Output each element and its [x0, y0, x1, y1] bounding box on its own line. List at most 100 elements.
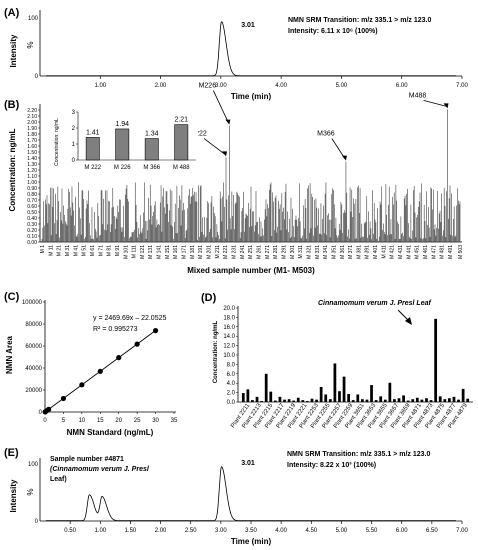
x-tick-label: M 311 [298, 245, 304, 259]
sample-bar [293, 226, 294, 242]
sample-bar [250, 186, 252, 242]
x-tick-label: M 161 [173, 245, 179, 259]
sample-bar [220, 198, 222, 242]
y-tick-label: 60000 [25, 344, 42, 350]
sample-bar [160, 185, 162, 242]
sample-bar [308, 185, 309, 242]
sample-bar [456, 205, 457, 242]
panel-e-transition: NMN SRM Transition: m/z 335.1 > m/z 123.… [287, 451, 430, 458]
sample-bar [408, 236, 410, 242]
y-tick-label: 100000 [22, 300, 43, 306]
sample-bar [271, 236, 273, 242]
sample-bar [292, 208, 293, 242]
sample-bar [119, 199, 121, 242]
plant-bar [443, 399, 447, 402]
sample-bar [73, 210, 74, 242]
panel-c-yticks: 0 20000 40000 60000 80000 100000 [22, 300, 45, 416]
sample-bar [405, 205, 407, 242]
x-tick-label: 0.50 [64, 528, 76, 534]
inset-data-label: 1.94 [115, 121, 129, 128]
sample-bar [327, 215, 328, 242]
plant-bar [374, 400, 378, 402]
sample-bar [45, 199, 46, 242]
sample-bar [99, 234, 101, 242]
sample-bar [45, 204, 47, 242]
sample-bar [211, 196, 213, 242]
sample-bar [70, 215, 72, 242]
sample-bar [267, 204, 268, 242]
sample-bar [453, 206, 455, 242]
sample-bar [180, 225, 182, 242]
sample-bar [239, 196, 240, 242]
sample-bar [379, 201, 381, 242]
x-tick-label: M 281 [273, 245, 279, 259]
plant-bar [438, 396, 442, 402]
sample-bar [235, 202, 237, 242]
sample-bar [233, 194, 234, 242]
sample-bar [112, 187, 114, 242]
panel-a-transition: NMN SRM Transition: m/z 335.1 > m/z 123.… [288, 17, 431, 24]
sample-bar [172, 226, 174, 242]
panel-c-label: (C) [4, 291, 20, 303]
callout-arrow [212, 90, 229, 123]
sample-bar [332, 188, 333, 242]
plant-bar [425, 398, 428, 402]
sample-bar [82, 190, 84, 242]
sample-bar [358, 212, 360, 242]
sample-bar [331, 194, 333, 242]
sample-bar [410, 204, 412, 242]
sample-bar [78, 182, 79, 242]
sample-bar [87, 203, 89, 242]
sample-bar [328, 219, 330, 242]
callout-arrow [203, 138, 226, 155]
sample-bar [356, 238, 358, 242]
plant-bar [397, 398, 401, 402]
sample-bar [446, 191, 447, 242]
sample-bar [147, 230, 149, 242]
sample-bar [288, 232, 289, 242]
sample-bar [336, 235, 338, 242]
sample-bar [134, 182, 136, 242]
sample-bar [323, 205, 324, 242]
sample-bar [341, 204, 343, 242]
y-tick-label: 0.30 [27, 222, 37, 228]
x-tick-label: 10 [79, 418, 86, 424]
sample-bar [435, 235, 437, 242]
sample-bar [91, 207, 93, 242]
inset-y-tick-label: 3 [72, 110, 76, 116]
y-tick-label: 0.50 [27, 210, 37, 216]
callout-arrow-head [225, 119, 231, 125]
sample-bar [149, 219, 150, 242]
sample-bar [366, 196, 368, 242]
panel-e-ytick-top: 100 [28, 462, 39, 468]
plant-bar [342, 376, 346, 402]
sample-bar [458, 200, 459, 242]
plant-bar [306, 401, 309, 402]
panel-c-r2: R² = 0.995273 [93, 326, 138, 333]
sample-bar [373, 233, 374, 242]
panel-c-points [42, 328, 159, 415]
panel-e: (E) Intensity % 100 0 0.50 1.00 1.50 2.00 2.… [4, 447, 468, 546]
sample-bar [412, 230, 413, 242]
sample-bar [337, 237, 338, 242]
sample-bar [320, 203, 322, 242]
sample-bar [262, 228, 263, 242]
x-tick-label: M 81 [107, 245, 113, 256]
sample-bar [187, 208, 189, 242]
panel-e-xlabel: Time (min) [231, 537, 272, 546]
panel-b-xlabel: Mixed sample number (M1- M503) [187, 266, 315, 275]
callout-label: M222 [189, 130, 207, 137]
x-tick-label: M 231 [232, 245, 238, 259]
x-tick-label: M 491 [448, 245, 454, 259]
sample-bar [89, 235, 91, 242]
panel-b: (B) Concentration: ng/mL 0.000.100.200.3… [4, 83, 464, 275]
sample-bar [402, 232, 403, 242]
sample-bar [102, 224, 104, 242]
panel-a-trace [46, 21, 456, 77]
plant-bar [273, 400, 277, 402]
plant-bar [251, 400, 254, 402]
inset-bar [144, 138, 159, 161]
x-tick-label: M 151 [165, 245, 171, 259]
sample-bar [101, 190, 103, 242]
